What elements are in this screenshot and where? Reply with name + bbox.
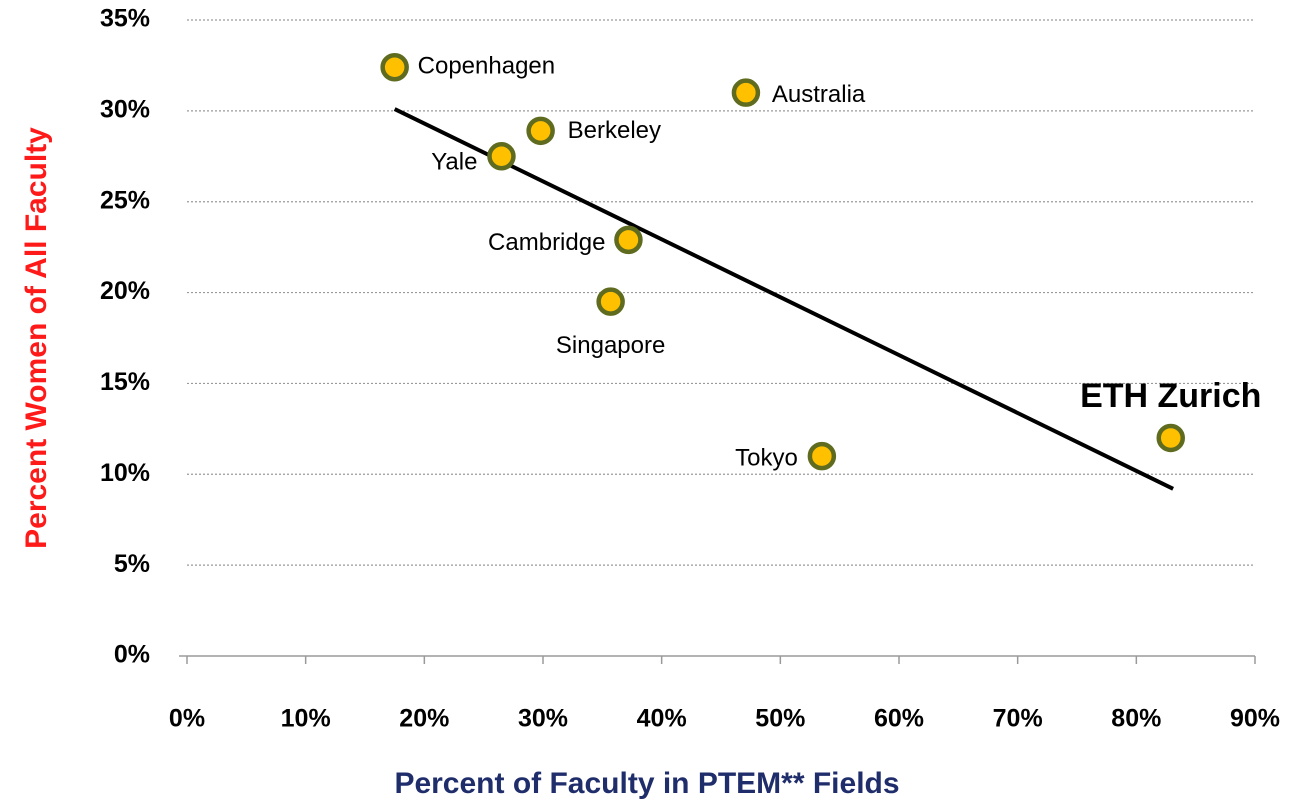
point-label: Berkeley — [568, 117, 661, 144]
y-tick-label: 25% — [100, 186, 150, 214]
x-tick-label: 70% — [993, 705, 1043, 733]
x-axis-title: Percent of Faculty in PTEM** Fields — [394, 767, 899, 800]
point — [1156, 423, 1185, 453]
x-tick-label: 10% — [281, 705, 331, 733]
point-label: Singapore — [556, 332, 665, 359]
y-tick-label: 5% — [114, 550, 150, 578]
y-tick-label: 15% — [100, 368, 150, 396]
point-label: Cambridge — [488, 229, 605, 256]
x-tick-label: 20% — [399, 705, 449, 733]
x-tick-label: 90% — [1230, 705, 1280, 733]
point — [596, 287, 625, 316]
point-label: Copenhagen — [418, 53, 555, 80]
x-tick-label: 30% — [518, 705, 568, 733]
y-tick-label: 20% — [100, 277, 150, 305]
point — [526, 116, 555, 146]
y-tick-label: 0% — [114, 641, 150, 669]
x-tick-label: 0% — [169, 705, 205, 733]
y-tick-label: 10% — [100, 459, 150, 487]
x-tick-label: 60% — [874, 705, 924, 733]
point-label: Australia — [772, 81, 866, 108]
x-tick-label: 80% — [1111, 705, 1161, 733]
point-label: Tokyo — [735, 444, 798, 471]
x-tick-label: 50% — [755, 705, 805, 733]
y-tick-label: 35% — [100, 5, 150, 33]
y-axis-title: Percent Women of All Faculty — [20, 127, 53, 549]
point-label: Yale — [431, 149, 477, 176]
trend-line — [393, 107, 1174, 491]
y-tick-label: 30% — [100, 95, 150, 123]
point — [731, 78, 761, 107]
x-tick-label: 40% — [637, 705, 687, 733]
point — [380, 52, 409, 82]
point — [614, 225, 643, 255]
point — [487, 142, 516, 171]
point-label: ETH Zurich — [1080, 377, 1261, 415]
point — [807, 441, 837, 471]
